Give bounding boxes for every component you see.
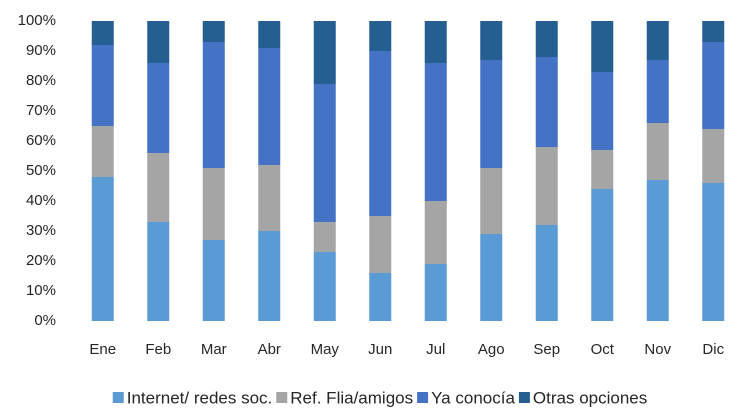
y-tick-label: 70% <box>26 102 56 119</box>
bar-segment <box>702 129 725 183</box>
x-tick-label: Jun <box>368 341 392 358</box>
x-tick-label: Dic <box>702 341 724 358</box>
bar-segment <box>91 45 114 126</box>
bar-segment <box>535 21 558 57</box>
bar-segment <box>202 42 225 168</box>
bar-segment <box>313 21 336 84</box>
bar-segment <box>91 177 114 321</box>
x-tick-label: Abr <box>258 341 281 358</box>
bar-segment <box>646 123 669 180</box>
bar-segment <box>424 63 447 201</box>
bar-segment <box>147 222 170 321</box>
y-tick-label: 90% <box>26 42 56 59</box>
legend-swatch <box>112 392 124 403</box>
y-tick-label: 80% <box>26 72 56 89</box>
bar-segment <box>424 201 447 264</box>
x-tick-label: Oct <box>591 341 615 358</box>
bar-segment <box>535 225 558 321</box>
bar-segment <box>258 231 281 321</box>
bar-segment <box>646 60 669 123</box>
bar-segment <box>591 21 614 72</box>
bar-segment <box>424 21 447 63</box>
y-tick-label: 100% <box>18 12 56 29</box>
bar-segment <box>646 21 669 60</box>
bar-segment <box>258 21 281 48</box>
bar-segment <box>369 273 392 321</box>
bar-segment <box>91 126 114 177</box>
bar-segment <box>480 21 503 60</box>
bar-segment <box>91 21 114 45</box>
bar-segment <box>535 147 558 225</box>
x-tick-label: Ene <box>89 341 116 358</box>
bar-segment <box>646 180 669 321</box>
bar-segment <box>424 264 447 321</box>
bar-segment <box>535 57 558 147</box>
bar-segment <box>313 222 336 252</box>
legend-swatch <box>276 392 288 403</box>
x-tick-label: Jul <box>426 341 445 358</box>
bar-segment <box>480 168 503 234</box>
bar-segment <box>369 51 392 216</box>
bar-segment <box>702 42 725 129</box>
legend-swatch <box>518 392 530 403</box>
bar-segment <box>591 72 614 150</box>
legend-label: Internet/ redes soc. <box>127 388 273 407</box>
y-tick-label: 0% <box>34 312 56 329</box>
x-tick-label: May <box>311 341 340 358</box>
bar-segment <box>202 168 225 240</box>
bar-segment <box>591 189 614 321</box>
y-tick-label: 30% <box>26 222 56 239</box>
x-tick-label: Sep <box>533 341 560 358</box>
y-tick-label: 10% <box>26 282 56 299</box>
bar-segment <box>147 21 170 63</box>
legend-label: Otras opciones <box>533 388 647 407</box>
bar-segment <box>258 48 281 165</box>
bar-segment <box>258 165 281 231</box>
bar-segment <box>313 84 336 222</box>
bar-segment <box>480 60 503 168</box>
bar-segment <box>313 252 336 321</box>
y-tick-label: 20% <box>26 252 56 269</box>
bar-segment <box>480 234 503 321</box>
y-tick-label: 40% <box>26 192 56 209</box>
y-tick-label: 60% <box>26 132 56 149</box>
x-tick-label: Nov <box>644 341 671 358</box>
bar-segment <box>147 153 170 222</box>
x-tick-label: Mar <box>201 341 227 358</box>
bar-segment <box>369 21 392 51</box>
y-tick-label: 50% <box>26 162 56 179</box>
bar-segment <box>202 21 225 42</box>
legend-swatch <box>417 392 429 403</box>
legend-label: Ref. Flia/amigos <box>290 388 413 407</box>
bar-segment <box>702 21 725 42</box>
legend-label: Ya conocía <box>431 388 515 407</box>
bar-segment <box>702 183 725 321</box>
bar-segment <box>591 150 614 189</box>
bar-segment <box>369 216 392 273</box>
bar-segment <box>147 63 170 153</box>
bar-segment <box>202 240 225 321</box>
x-tick-label: Ago <box>478 341 505 358</box>
x-tick-label: Feb <box>145 341 171 358</box>
